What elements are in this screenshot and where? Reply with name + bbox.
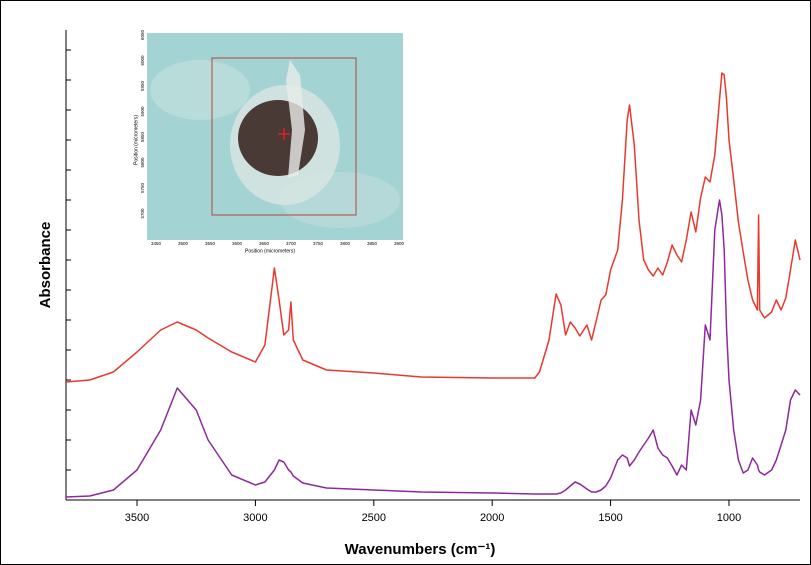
inset-particle [238, 100, 318, 176]
inset-y-tick-label: 5700 [140, 208, 145, 219]
inset-x-tick-label: 3450 [151, 241, 162, 246]
inset-x-tick-label: 3700 [286, 241, 297, 246]
inset-x-tick-label: 3900 [394, 241, 405, 246]
inset-y-tick-label: 5900 [140, 106, 145, 117]
inset-fiber [286, 60, 305, 178]
inset-x-tick-label: 3650 [259, 241, 270, 246]
inset-x-label: Position (micrometers) [245, 248, 295, 254]
spectrum-line [65, 72, 801, 383]
inset-y-tick-label: 5850 [140, 131, 145, 142]
x-tick-label: 2000 [480, 512, 504, 524]
inset-texture [150, 60, 250, 120]
x-axis-label: Wavenumbers (cm⁻¹) [345, 541, 496, 558]
inset: Position (micrometers) Position (microme… [132, 29, 407, 254]
inset-cross [278, 128, 290, 140]
inset-aperture [211, 57, 357, 216]
x-tick-label: 1500 [598, 512, 622, 524]
inset-y-tick-label: 6000 [140, 55, 145, 66]
inset-x-tick-label: 3500 [178, 241, 189, 246]
inset-x-tick-label: 3800 [340, 241, 351, 246]
inset-x-tick-label: 3550 [205, 241, 216, 246]
inset-y-tick-label: 5950 [140, 80, 145, 91]
inset-y-label: Position (micrometers) [133, 115, 139, 165]
x-tick-label: 1000 [717, 512, 741, 524]
y-axis-label: Absorbance [37, 222, 54, 309]
inset-x-tick-label: 3750 [313, 241, 324, 246]
spectrum-line [65, 199, 801, 498]
x-tick-label: 2500 [362, 512, 386, 524]
inset-y-tick-label: 5750 [140, 182, 145, 193]
inset-x-tick-label: 3600 [232, 241, 243, 246]
x-tick-label: 3000 [243, 512, 267, 524]
x-tick-label: 3500 [125, 512, 149, 524]
inset-y-tick-label: 5800 [140, 157, 145, 168]
inset-y-tick-label: 6050 [140, 29, 145, 40]
inset-x-tick-label: 3850 [367, 241, 378, 246]
